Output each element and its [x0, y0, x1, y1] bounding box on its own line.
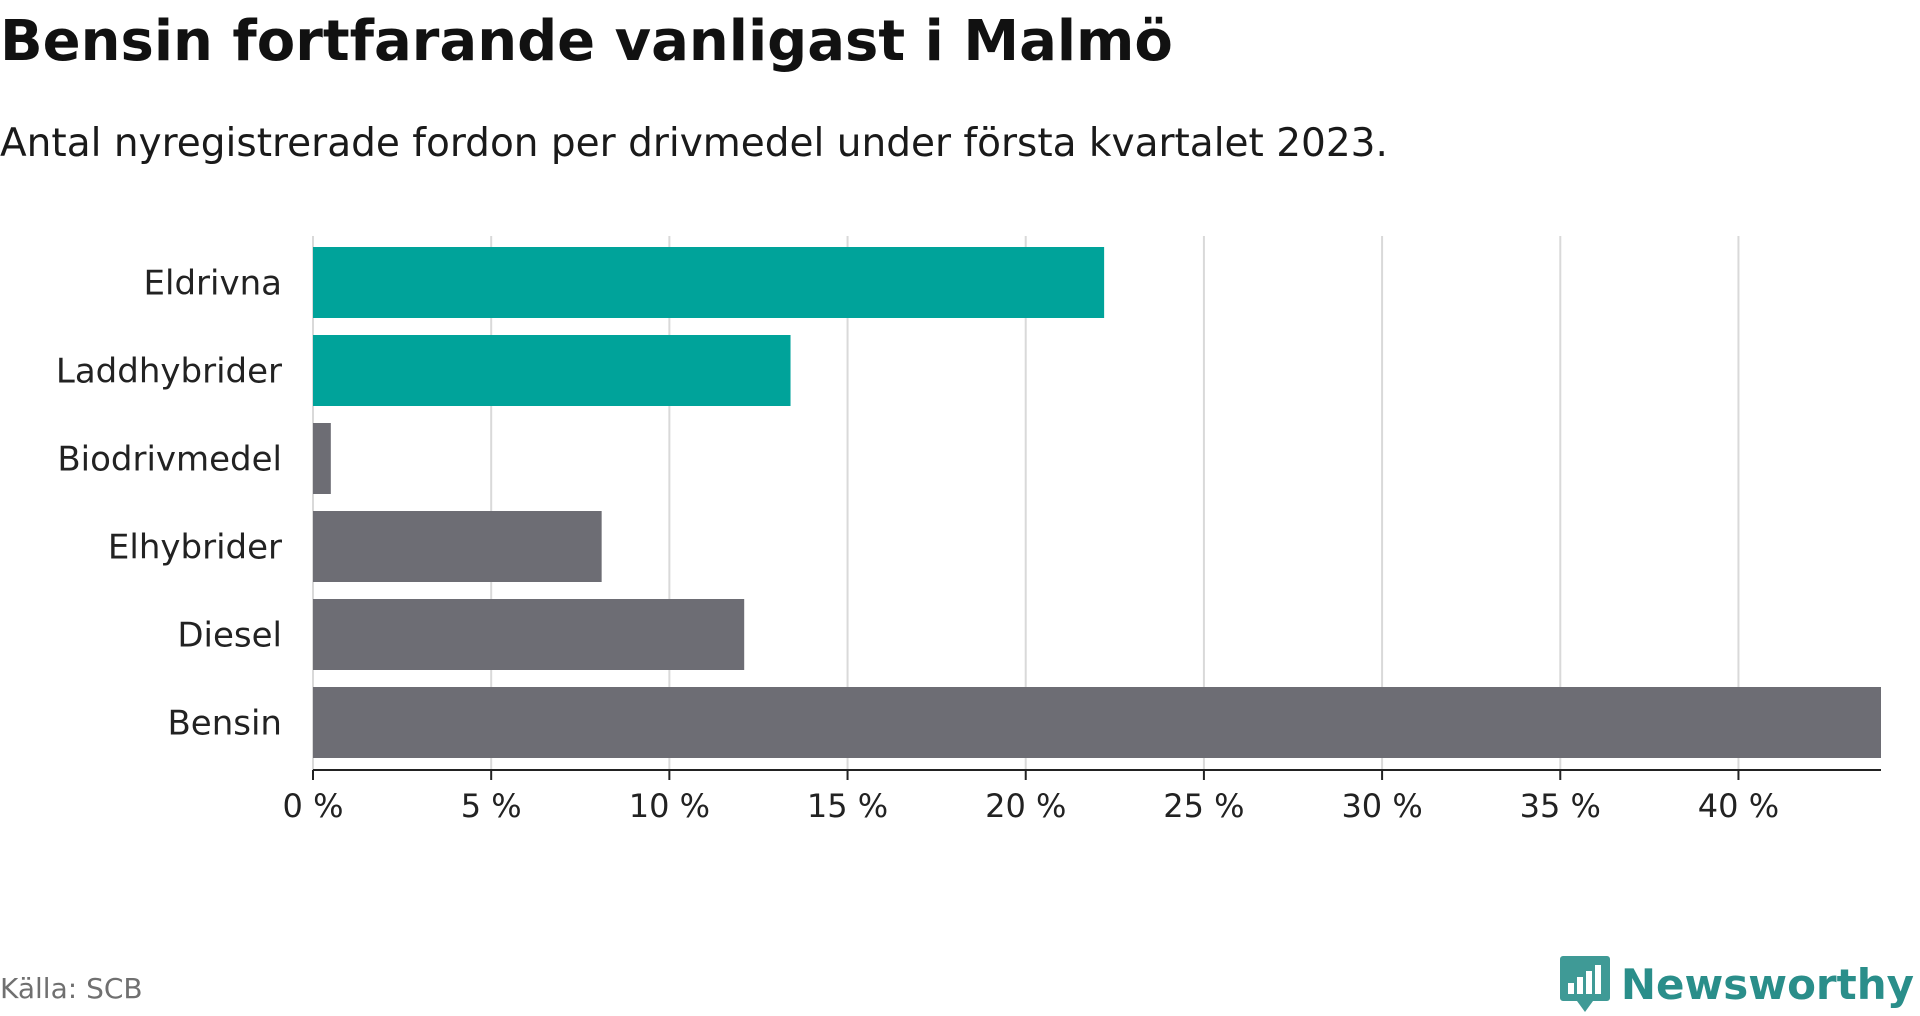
x-tick-label: 20 %: [985, 787, 1066, 825]
bar-eldrivna: [313, 247, 1105, 318]
x-tick-label: 10 %: [629, 787, 710, 825]
x-tick-label: 35 %: [1520, 787, 1601, 825]
x-tick-label: 30 %: [1341, 787, 1422, 825]
source-note: Källa: SCB: [0, 972, 143, 1005]
chart-title: Bensin fortfarande vanligast i Malmö: [0, 9, 1173, 74]
bar-diesel: [313, 599, 745, 670]
category-labels: Eldrivna Laddhybrider Biodrivmedel Elhybrid…: [56, 264, 282, 744]
category-label: Biodrivmedel: [57, 440, 282, 480]
brand-name: Newsworthy: [1620, 959, 1914, 1009]
bar-elhybrider: [313, 511, 602, 582]
bar-chart-speech-bubble-icon: [1559, 956, 1610, 1012]
x-axis: 0 % 5 % 10 % 15 % 20 % 25 % 30 % 35 % 40 %: [283, 769, 1881, 825]
x-tick-label: 25 %: [1163, 787, 1244, 825]
bars: [313, 247, 1881, 758]
brand-logo: Newsworthy: [1559, 952, 1914, 1016]
x-tick-label: 0 %: [283, 787, 344, 825]
category-label: Diesel: [177, 616, 282, 656]
x-tick-label: 5 %: [461, 787, 522, 825]
category-label: Elhybrider: [108, 528, 282, 568]
x-tick-label: 15 %: [807, 787, 888, 825]
gridlines: [312, 236, 1740, 770]
category-label: Bensin: [167, 704, 282, 744]
category-label: Eldrivna: [144, 264, 282, 304]
bar-bensin: [313, 687, 1881, 758]
category-label: Laddhybrider: [56, 352, 282, 392]
bar-biodrivmedel: [313, 423, 331, 494]
bar-chart: Eldrivna Laddhybrider Biodrivmedel Elhybrid…: [56, 236, 1881, 825]
chart-subtitle: Antal nyregistrerade fordon per drivmede…: [0, 121, 1388, 166]
x-tick-label: 40 %: [1698, 787, 1779, 825]
bar-laddhybrider: [313, 335, 791, 406]
